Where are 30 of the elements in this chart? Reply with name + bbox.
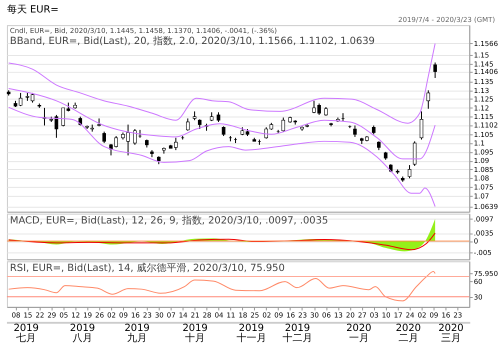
- candlestick: [102, 131, 106, 144]
- candlestick: [216, 112, 220, 122]
- candlestick: [222, 126, 226, 137]
- chart-title: 每天 EUR=: [6, 3, 59, 16]
- x2-tick-label: 2019 十二月: [282, 323, 312, 344]
- x2-tick-label: 2020 一月: [346, 323, 372, 344]
- x2-tick-label: 2019 十月: [182, 323, 208, 344]
- candlestick: [412, 140, 416, 166]
- candlestick: [408, 164, 412, 179]
- chart-subtitle: MACD, EUR=, Bid(Last), 12, 26, 9, 指数, 2020/3/10, .0097, .0035: [10, 214, 328, 227]
- line-series: [8, 232, 436, 250]
- x2-tick-label: 2019 九月: [124, 323, 150, 344]
- line-series: [8, 88, 436, 160]
- candlestick: [426, 90, 430, 110]
- annotation: BBand, EUR=, Bid(Last), 20, 指数, 2.0, 2020/3/10, 1.1566, 1.1102, 1.0639: [10, 35, 375, 48]
- x2-tick-label: 2019 八月: [70, 323, 96, 344]
- x2-tick-label: 2020 三月: [438, 323, 464, 344]
- candlestick: [133, 128, 137, 146]
- candlestick: [420, 110, 424, 140]
- x2-tick-label: 2020 二月: [396, 323, 421, 344]
- x2-tick-label: 2019 七月: [14, 323, 39, 344]
- line-series: [8, 270, 436, 302]
- candlestick: [198, 118, 202, 130]
- x2-tick-label: 2019 十一月: [236, 323, 266, 344]
- line-series: [8, 106, 436, 208]
- candlestick: [353, 124, 357, 138]
- candlestick: [282, 117, 286, 132]
- candlestick: [186, 118, 190, 132]
- candlestick: [433, 62, 437, 78]
- chart-subtitle: RSI, EUR=, Bid(Last), 14, 威尔德平滑, 2020/3/10, 75.950: [10, 262, 285, 274]
